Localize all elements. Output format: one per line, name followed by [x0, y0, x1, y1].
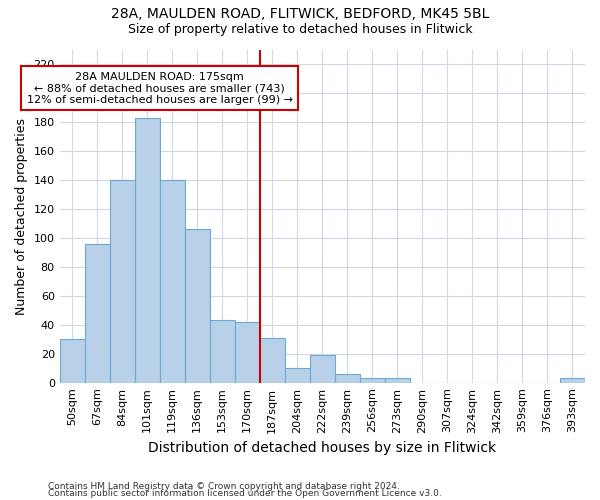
- Bar: [185, 230, 210, 382]
- Text: Contains HM Land Registry data © Crown copyright and database right 2024.: Contains HM Land Registry data © Crown c…: [48, 482, 400, 491]
- X-axis label: Distribution of detached houses by size in Flitwick: Distribution of detached houses by size …: [148, 441, 496, 455]
- Text: Size of property relative to detached houses in Flitwick: Size of property relative to detached ho…: [128, 22, 472, 36]
- Text: 28A, MAULDEN ROAD, FLITWICK, BEDFORD, MK45 5BL: 28A, MAULDEN ROAD, FLITWICK, BEDFORD, MK…: [111, 8, 489, 22]
- Bar: [85, 244, 110, 382]
- Bar: [135, 118, 160, 382]
- Bar: [335, 374, 360, 382]
- Text: Contains public sector information licensed under the Open Government Licence v3: Contains public sector information licen…: [48, 490, 442, 498]
- Bar: [360, 378, 385, 382]
- Bar: [310, 355, 335, 382]
- Bar: [235, 322, 260, 382]
- Bar: [560, 378, 585, 382]
- Bar: [160, 180, 185, 382]
- Bar: [285, 368, 310, 382]
- Bar: [385, 378, 410, 382]
- Y-axis label: Number of detached properties: Number of detached properties: [15, 118, 28, 315]
- Bar: [59, 340, 85, 382]
- Bar: [110, 180, 135, 382]
- Bar: [210, 320, 235, 382]
- Text: 28A MAULDEN ROAD: 175sqm
← 88% of detached houses are smaller (743)
12% of semi-: 28A MAULDEN ROAD: 175sqm ← 88% of detach…: [27, 72, 293, 105]
- Bar: [260, 338, 285, 382]
